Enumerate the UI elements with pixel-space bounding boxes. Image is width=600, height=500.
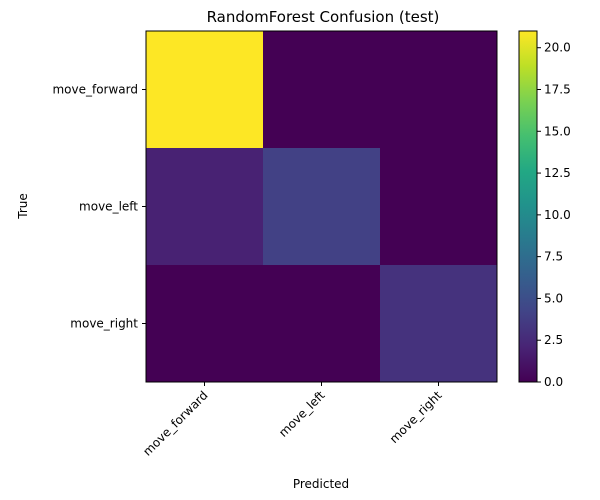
heatmap-cell-move_forward-move_right bbox=[380, 31, 498, 149]
y-axis-ticks: move_forward move_left move_right bbox=[52, 83, 146, 331]
heatmap-cells bbox=[146, 31, 498, 383]
y-tick-label: move_right bbox=[70, 317, 138, 331]
colorbar-ticks: 0.0 2.5 5.0 7.5 10.0 12.5 15.0 17.5 20.0 bbox=[537, 41, 571, 389]
colorbar bbox=[518, 30, 538, 383]
x-axis-ticks: move_forward move_left move_right bbox=[140, 382, 445, 459]
colorbar-tick-label: 2.5 bbox=[544, 333, 563, 347]
heatmap-cell-move_left-move_left bbox=[263, 148, 381, 266]
x-axis-label: Predicted bbox=[293, 477, 349, 491]
heatmap-cell-move_right-move_forward bbox=[146, 265, 264, 383]
colorbar-tick-label: 7.5 bbox=[544, 250, 563, 264]
colorbar-tick-label: 0.0 bbox=[544, 375, 563, 389]
colorbar-tick-label: 20.0 bbox=[544, 41, 571, 55]
colorbar-tick-label: 15.0 bbox=[544, 124, 571, 138]
heatmap-cell-move_forward-move_forward bbox=[146, 31, 264, 149]
heatmap-cell-move_left-move_right bbox=[380, 148, 498, 266]
y-tick-label: move_left bbox=[79, 200, 138, 214]
y-tick-label: move_forward bbox=[52, 83, 138, 97]
heatmap-cell-move_right-move_right bbox=[380, 265, 498, 383]
chart-title: RandomForest Confusion (test) bbox=[207, 8, 440, 26]
colorbar-tick-label: 5.0 bbox=[544, 291, 563, 305]
colorbar-tick-label: 17.5 bbox=[544, 83, 571, 97]
y-axis-label: True bbox=[16, 193, 30, 220]
x-tick-label: move_right bbox=[387, 388, 445, 446]
heatmap-cell-move_right-move_left bbox=[263, 265, 381, 383]
colorbar-tick-label: 12.5 bbox=[544, 166, 571, 180]
heatmap-cell-move_forward-move_left bbox=[263, 31, 381, 149]
heatmap-cell-move_left-move_forward bbox=[146, 148, 264, 266]
x-tick-label: move_forward bbox=[140, 388, 210, 458]
colorbar-tick-label: 10.0 bbox=[544, 208, 571, 222]
x-tick-label: move_left bbox=[276, 388, 328, 440]
